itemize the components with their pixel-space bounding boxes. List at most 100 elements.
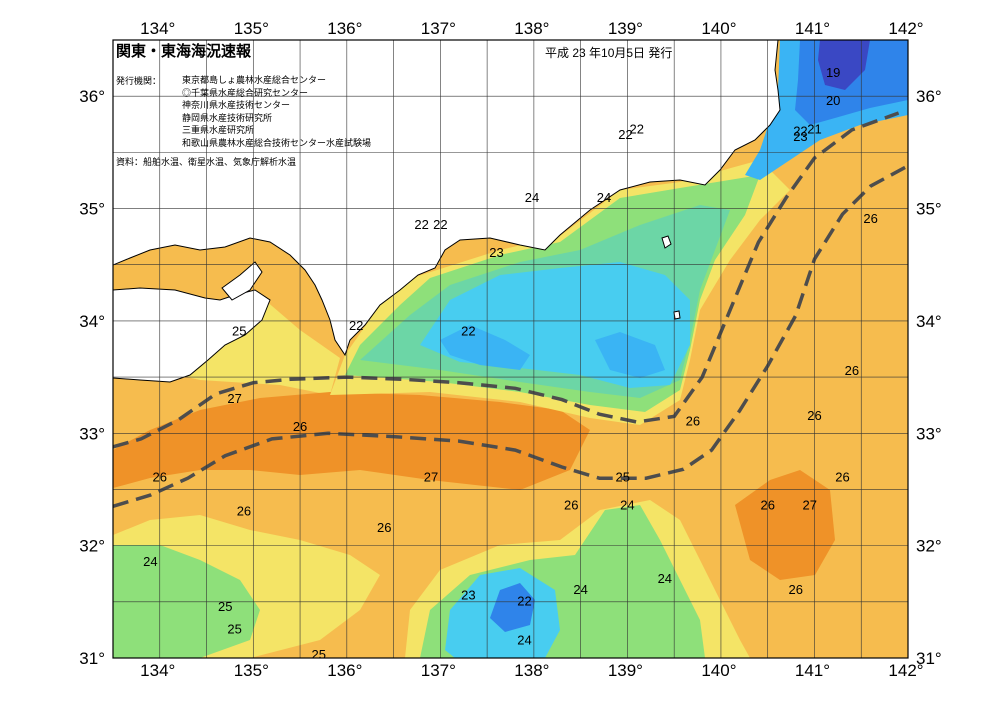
contour-label: 20 <box>826 93 840 108</box>
agency-item: 和歌山県農林水産総合技術センター水産試験場 <box>182 137 372 148</box>
izu-oshima-island <box>661 235 672 249</box>
oyashio-core <box>818 40 870 90</box>
contour-label: 23 <box>793 129 807 144</box>
contour-label: 25 <box>232 324 246 339</box>
longitude-tick-label: 140° <box>701 19 736 38</box>
latitude-tick-label: 36° <box>916 87 942 106</box>
map-frame <box>112 39 909 659</box>
longitude-tick-label: 139° <box>608 661 643 680</box>
contour-label: 26 <box>377 520 391 535</box>
kuroshio-axis-line <box>113 164 908 508</box>
latitude-tick-label: 31° <box>916 649 942 668</box>
data-source: 資料：船舶水温、衛星水温、気象庁解析水温 <box>116 157 297 167</box>
contour-label: 27 <box>803 498 817 513</box>
agency-label: 発行機関： <box>116 76 162 86</box>
contour-label: 26 <box>293 419 307 434</box>
issue-date: 平成 23 年10月5日 発行 <box>545 46 673 60</box>
longitude-tick-label: 136° <box>327 661 362 680</box>
honshu-land <box>113 40 781 357</box>
longitude-tick-label: 140° <box>701 661 736 680</box>
contour-label: 24 <box>658 571 672 586</box>
contour-label: 23 <box>489 245 503 260</box>
contour-label: 22 <box>517 593 531 608</box>
offshore-warm-zone <box>735 470 835 580</box>
longitude-tick-label: 141° <box>795 661 830 680</box>
contour-label: 25 <box>312 647 326 662</box>
niijima-island <box>673 310 681 320</box>
contour-label: 26 <box>835 470 849 485</box>
contour-label: 22 <box>433 217 447 232</box>
longitude-tick-label: 134° <box>140 19 175 38</box>
contour-label: 24 <box>517 633 531 648</box>
contour-label: 26 <box>760 498 774 513</box>
contour-label: 22 <box>618 127 632 142</box>
contour-label: 26 <box>845 363 859 378</box>
agency-item: 神奈川県水産技術センター <box>182 100 291 110</box>
latitude-tick-label: 34° <box>916 312 942 331</box>
contour-label: 26 <box>807 408 821 423</box>
contour-label: 23 <box>461 588 475 603</box>
contour-label: 24 <box>573 582 587 597</box>
inshore-cold-core-west <box>440 325 530 370</box>
agency-item: ◎千葉県水産総合研究センター <box>182 87 309 98</box>
contour-label: 25 <box>227 621 241 636</box>
latitude-tick-label: 33° <box>916 424 942 443</box>
latitude-tick-label: 36° <box>79 87 105 106</box>
contour-label: 24 <box>597 190 611 205</box>
longitude-tick-label: 135° <box>234 19 269 38</box>
contour-label: 24 <box>143 554 157 569</box>
contour-label: 27 <box>424 470 438 485</box>
contour-label: 22 <box>793 124 807 139</box>
longitude-tick-label: 138° <box>514 661 549 680</box>
map-title: 関東・東海海況速報 <box>116 43 252 60</box>
contour-label: 26 <box>686 413 700 428</box>
contour-label: 22 <box>349 318 363 333</box>
longitude-tick-label: 135° <box>234 661 269 680</box>
agency-item: 三重県水産研究所 <box>182 125 255 135</box>
longitude-tick-label: 138° <box>514 19 549 38</box>
southwest-cooler-zone <box>113 545 260 658</box>
agency-item: 静岡県水産技術研究所 <box>182 112 273 123</box>
contour-label: 26 <box>564 498 578 513</box>
latitude-tick-label: 32° <box>79 537 105 556</box>
lat-lon-grid <box>113 40 908 658</box>
kuroshio-warm-zone <box>113 392 590 490</box>
latitude-tick-label: 32° <box>916 537 942 556</box>
contour-label: 22 <box>630 121 644 136</box>
longitude-tick-label: 142° <box>888 19 923 38</box>
contour-label: 25 <box>616 470 630 485</box>
agency-list: 東京都島しょ農林水産総合センター ◎千葉県水産総合研究センター 神奈川県水産技術… <box>182 74 371 149</box>
longitude-tick-label: 141° <box>795 19 830 38</box>
south-cold-core <box>490 583 535 632</box>
latitude-tick-label: 35° <box>916 200 942 219</box>
contour-label: 22 <box>461 324 475 339</box>
contour-label: 26 <box>237 503 251 518</box>
axis-ticks: 134° 134° 135° 135° 136° 136° 137° 137° 138° 138°… <box>79 19 941 680</box>
latitude-tick-label: 31° <box>79 649 105 668</box>
latitude-tick-label: 35° <box>79 200 105 219</box>
latitude-tick-label: 33° <box>79 424 105 443</box>
contour-label: 21 <box>807 121 821 136</box>
inshore-cold-core-east <box>595 332 665 378</box>
contour-label: 25 <box>218 599 232 614</box>
contour-label: 26 <box>863 211 877 226</box>
longitude-tick-label: 136° <box>327 19 362 38</box>
longitude-tick-label: 134° <box>140 661 175 680</box>
latitude-tick-label: 34° <box>79 312 105 331</box>
awaji-land <box>221 261 263 301</box>
longitude-tick-label: 142° <box>888 661 923 680</box>
contour-label: 26 <box>789 582 803 597</box>
contour-label: 27 <box>227 391 241 406</box>
contour-label: 24 <box>620 498 634 513</box>
contour-label: 26 <box>153 470 167 485</box>
contour-label: 24 <box>525 190 539 205</box>
temperature-zones <box>113 40 908 658</box>
longitude-tick-label: 137° <box>421 661 456 680</box>
longitude-tick-label: 137° <box>421 19 456 38</box>
contour-label: 19 <box>826 65 840 80</box>
longitude-tick-label: 139° <box>608 19 643 38</box>
contour-label: 22 <box>414 217 428 232</box>
land-mass <box>113 40 781 383</box>
